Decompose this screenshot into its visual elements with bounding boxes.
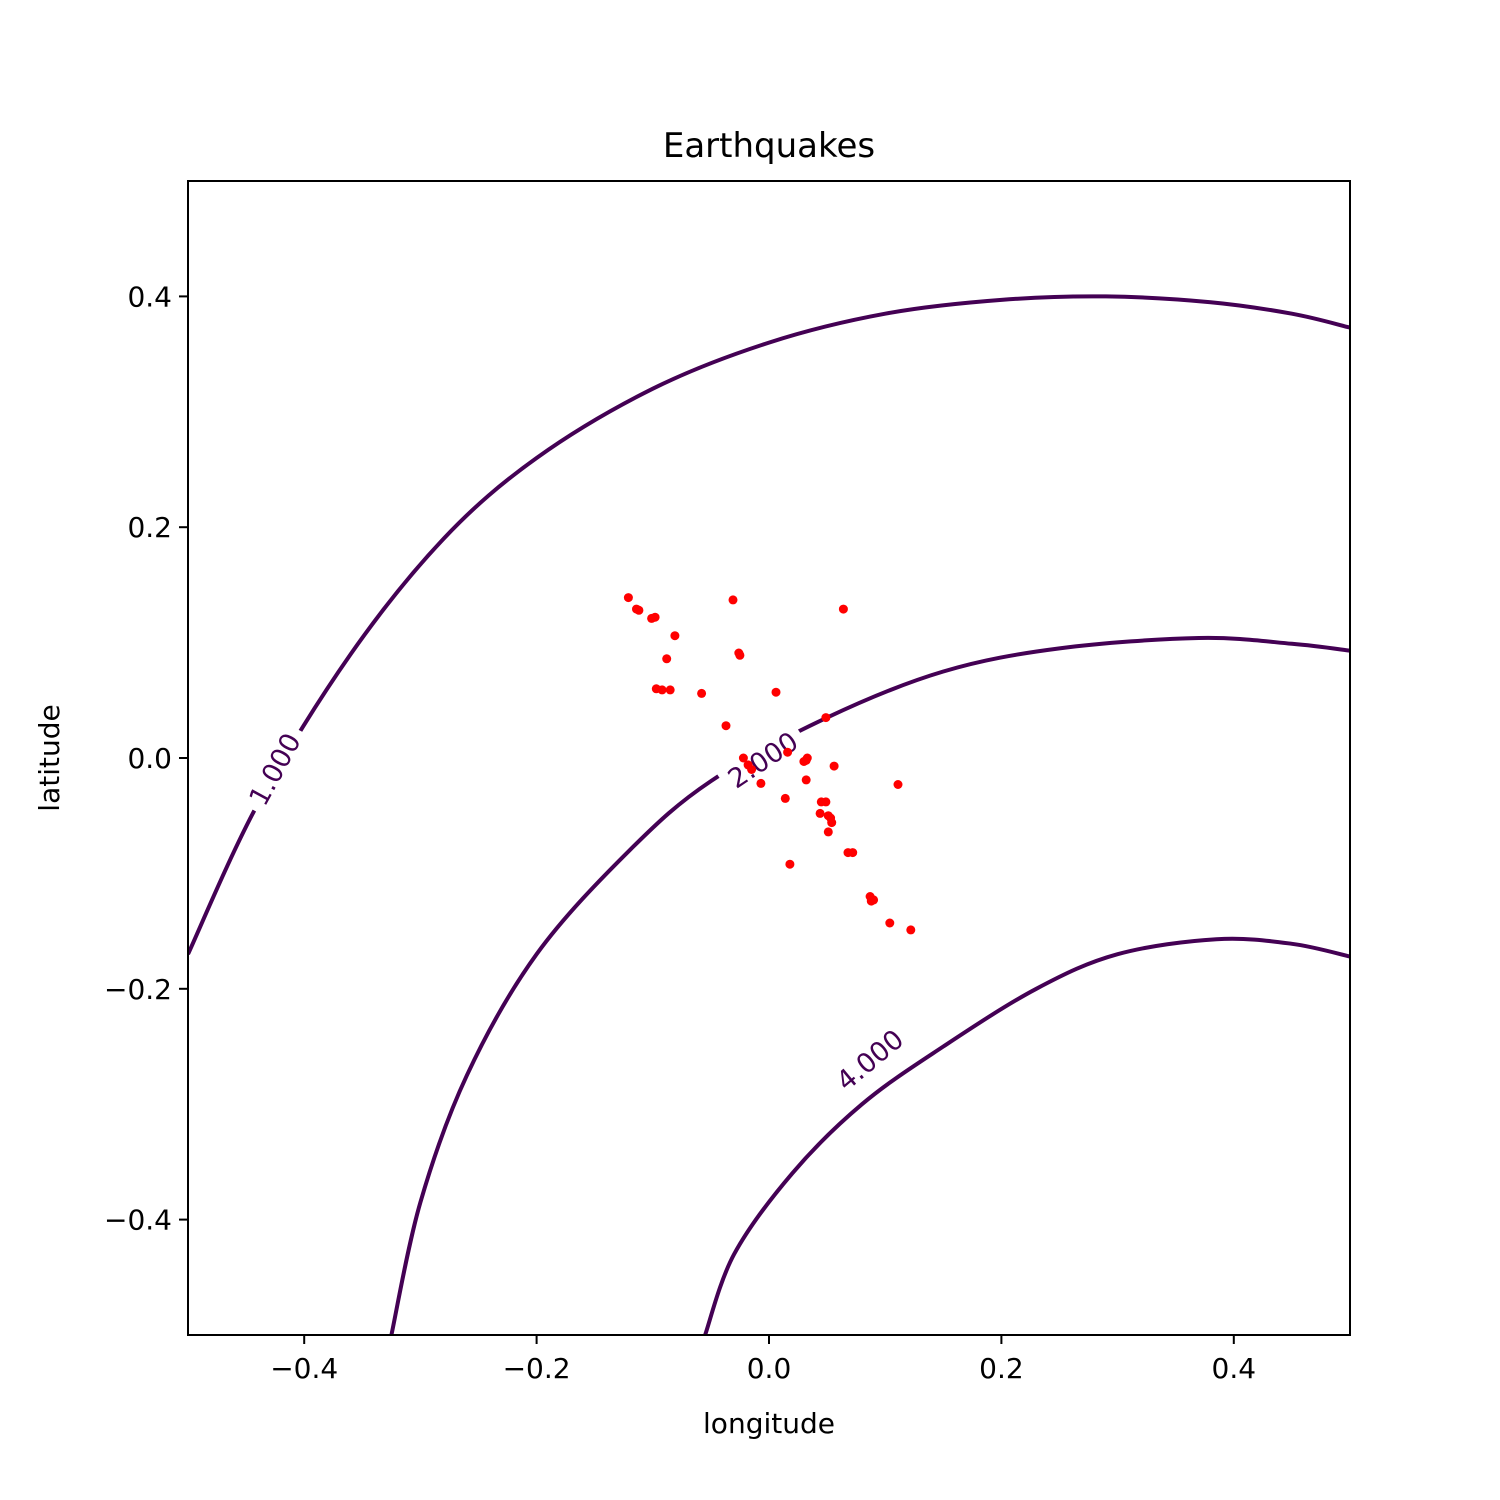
earthquake-point xyxy=(747,765,757,774)
y-tick-label: 0.2 xyxy=(127,511,172,544)
x-tick-label: 0.0 xyxy=(747,1352,792,1385)
earthquake-point xyxy=(848,848,858,858)
earthquake-point xyxy=(662,654,672,664)
earthquake-point xyxy=(885,918,895,928)
earthquake-point xyxy=(866,896,876,906)
x-tick-label: 0.2 xyxy=(979,1352,1024,1385)
earthquake-point xyxy=(735,650,745,660)
contour-label-gap-3 xyxy=(823,1017,917,1103)
earthquake-point xyxy=(802,753,812,763)
y-axis-label: latitude xyxy=(33,704,66,811)
earthquake-point xyxy=(801,775,811,785)
earthquake-point xyxy=(771,687,781,697)
x-tick-label: −0.2 xyxy=(503,1352,571,1385)
earthquake-point xyxy=(783,747,793,757)
earthquake-point xyxy=(756,778,766,788)
earthquake-point xyxy=(623,593,633,603)
earthquake-point xyxy=(665,685,675,695)
earthquake-point xyxy=(650,612,660,622)
x-axis-label: longitude xyxy=(703,1407,835,1440)
earthquake-point xyxy=(815,808,825,818)
earthquake-point xyxy=(785,859,795,869)
earthquake-point xyxy=(838,604,848,614)
earthquake-point xyxy=(893,780,903,789)
y-tick-label: 0.4 xyxy=(127,280,172,313)
contour-line-3 xyxy=(703,936,1350,1335)
earthquake-point xyxy=(821,713,831,723)
earthquake-point xyxy=(821,797,831,807)
y-axis-ticks: −0.4 −0.2 0.0 0.2 0.4 xyxy=(104,280,188,1237)
earthquake-point xyxy=(657,685,667,695)
x-tick-label: 0.4 xyxy=(1212,1352,1257,1385)
earthquake-point xyxy=(721,721,731,731)
earthquake-point xyxy=(823,827,833,837)
contour-label-gap-1 xyxy=(238,720,313,819)
earthquake-point xyxy=(697,688,707,698)
y-tick-label: 0.0 xyxy=(127,742,172,775)
earthquake-point xyxy=(728,595,738,605)
y-tick-label: −0.4 xyxy=(104,1204,172,1237)
earthquake-point xyxy=(829,761,839,771)
earthquake-point xyxy=(670,631,680,641)
contour-label-gap-2 xyxy=(715,720,811,801)
y-tick-label: −0.2 xyxy=(104,973,172,1006)
contour-line-1 xyxy=(188,294,1350,956)
chart-title: Earthquakes xyxy=(663,126,875,166)
earthquake-point xyxy=(780,793,790,803)
earthquake-point xyxy=(634,605,644,615)
earthquake-point xyxy=(738,753,748,763)
x-tick-label: −0.4 xyxy=(270,1352,338,1385)
earthquake-point xyxy=(827,818,837,828)
earthquake-points xyxy=(623,593,916,935)
x-axis-ticks: −0.4 −0.2 0.0 0.2 0.4 xyxy=(270,1335,1256,1385)
earthquake-point xyxy=(906,925,916,935)
